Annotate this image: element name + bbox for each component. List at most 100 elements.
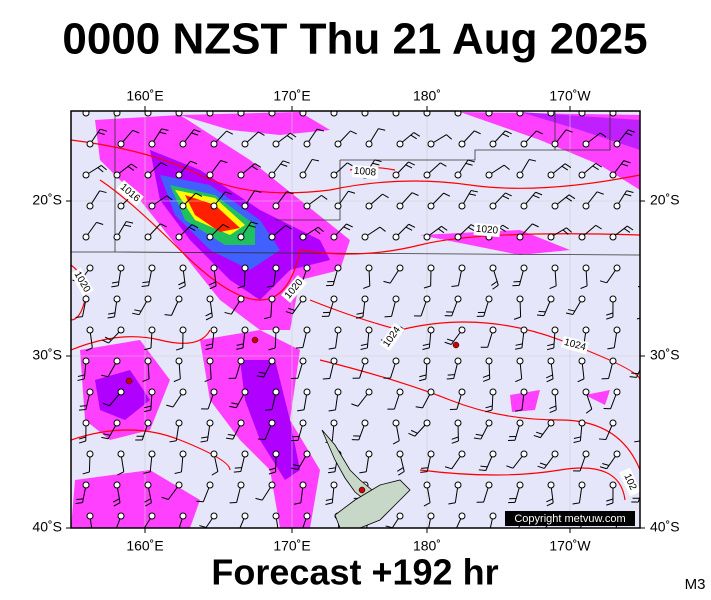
barb-staff <box>644 101 657 113</box>
station <box>82 295 90 303</box>
wind-barb <box>101 357 121 378</box>
wind-barb <box>179 192 203 210</box>
wind-barb <box>164 295 183 316</box>
barb-feather <box>285 224 292 230</box>
barb-feather <box>78 440 86 444</box>
station <box>396 512 404 520</box>
station <box>454 171 462 179</box>
barb-feather <box>465 162 473 166</box>
wind-barb <box>325 481 338 505</box>
barb-feather <box>467 159 475 163</box>
barb-feather <box>627 129 635 133</box>
station <box>392 171 400 179</box>
station <box>303 512 311 520</box>
barb-feather <box>258 438 266 441</box>
barb-feather <box>577 378 585 383</box>
station <box>299 419 307 427</box>
barb-feather <box>266 285 274 288</box>
barb-feather <box>626 190 634 194</box>
barb-feather <box>285 311 293 315</box>
wind-barb <box>451 264 466 287</box>
barb-feather <box>606 502 614 506</box>
wind-barb <box>206 160 228 179</box>
barb-feather <box>107 316 115 319</box>
station <box>361 111 369 117</box>
station <box>520 326 528 334</box>
barb-feather <box>348 190 356 194</box>
barb-feather <box>143 409 151 413</box>
station <box>458 264 466 272</box>
station <box>520 202 528 210</box>
barb-feather <box>446 377 454 380</box>
station <box>272 450 280 458</box>
barb-feather <box>532 223 539 228</box>
wind-barb <box>144 111 152 117</box>
station <box>645 389 651 395</box>
station <box>86 450 94 458</box>
barb-feather <box>130 163 138 169</box>
lon-label: 180˚ <box>413 88 441 104</box>
station <box>299 111 307 117</box>
barb-feather <box>97 167 104 173</box>
barb-feather <box>422 347 430 350</box>
wind-barb <box>546 326 559 351</box>
station <box>179 140 187 148</box>
wind-barb <box>537 450 559 469</box>
wind-barb <box>631 495 640 503</box>
wind-barb <box>355 295 369 319</box>
barb-feather <box>549 405 557 410</box>
barb-feather <box>515 347 523 350</box>
wind-barb <box>268 224 292 241</box>
barb-feather <box>104 336 112 341</box>
wind-barb <box>268 450 280 475</box>
station <box>210 388 218 396</box>
wind-barb <box>117 450 125 476</box>
wind-barb <box>111 264 125 288</box>
barb-feather <box>256 375 264 378</box>
station <box>241 450 249 458</box>
wind-barb <box>515 388 528 412</box>
barb-feather <box>197 529 204 531</box>
barb-feather <box>220 160 228 164</box>
station <box>392 295 400 303</box>
station <box>489 388 497 396</box>
barb-feather <box>644 468 650 471</box>
station <box>582 450 590 458</box>
barb-feather <box>169 440 177 443</box>
wind-barb <box>228 357 245 379</box>
barb-feather <box>186 101 193 103</box>
station <box>520 264 528 272</box>
barb-feather <box>201 436 209 439</box>
barb-feather <box>546 498 553 503</box>
station <box>427 202 435 210</box>
wind-barb <box>520 130 543 148</box>
wind-barb <box>175 101 193 117</box>
wind-barb <box>210 191 232 210</box>
station <box>485 295 493 303</box>
barb-feather <box>467 226 475 232</box>
station <box>485 357 493 365</box>
wind-barb <box>645 134 668 147</box>
barb-feather <box>77 374 85 377</box>
barb-feather <box>286 191 294 195</box>
barb-feather <box>295 347 303 349</box>
wind-barb <box>330 223 353 241</box>
barb-feather <box>97 131 105 135</box>
barb-feather <box>161 128 169 132</box>
wind-barb <box>141 264 156 288</box>
barb-feather <box>413 132 421 137</box>
station <box>175 419 183 427</box>
barb-feather <box>77 378 85 381</box>
wind-barb <box>113 111 121 117</box>
wind-barb <box>360 326 373 350</box>
barb-feather <box>535 431 543 435</box>
station <box>241 512 249 520</box>
wind-barb <box>326 264 342 287</box>
wind-barb <box>480 326 497 348</box>
station <box>330 295 338 303</box>
station <box>489 140 497 148</box>
station <box>148 140 156 148</box>
barb-feather <box>75 502 83 505</box>
station <box>578 233 586 241</box>
barb-feather <box>173 378 181 383</box>
